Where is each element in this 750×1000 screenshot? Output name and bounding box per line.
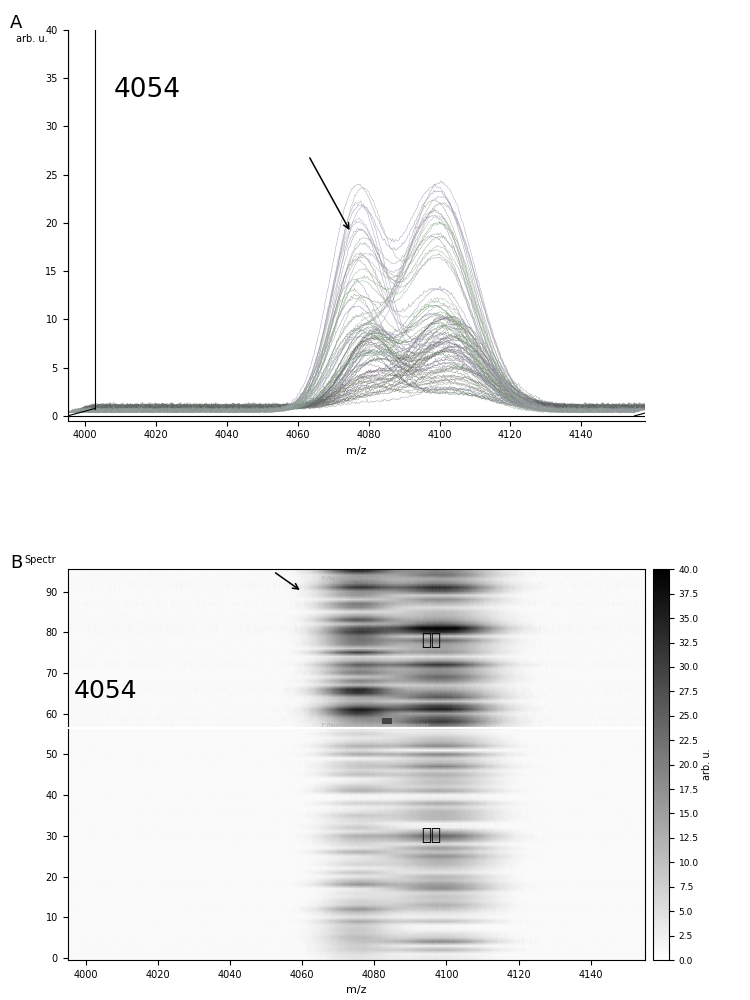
Text: 肺癌: 肺癌 bbox=[422, 826, 441, 844]
Text: 4054: 4054 bbox=[74, 679, 137, 703]
Bar bbox=[382, 718, 392, 724]
Text: 4054: 4054 bbox=[114, 77, 181, 103]
Y-axis label: arb. u.: arb. u. bbox=[702, 749, 712, 780]
Text: A: A bbox=[10, 14, 22, 32]
X-axis label: m/z: m/z bbox=[346, 985, 367, 995]
Text: F:/fenchtozho/shine-normal/normal model: F:/fenchtozho/shine-normal/normal model bbox=[322, 575, 437, 580]
Text: Spectr: Spectr bbox=[24, 555, 56, 565]
X-axis label: m/z: m/z bbox=[346, 446, 367, 456]
Text: arb. u.: arb. u. bbox=[16, 34, 47, 44]
Text: 正常: 正常 bbox=[422, 631, 441, 649]
Text: B: B bbox=[10, 554, 22, 572]
Text: F:/fenchtozho/shine/detail/efefe model: F:/fenchtozho/shine/detail/efefe model bbox=[322, 723, 428, 728]
